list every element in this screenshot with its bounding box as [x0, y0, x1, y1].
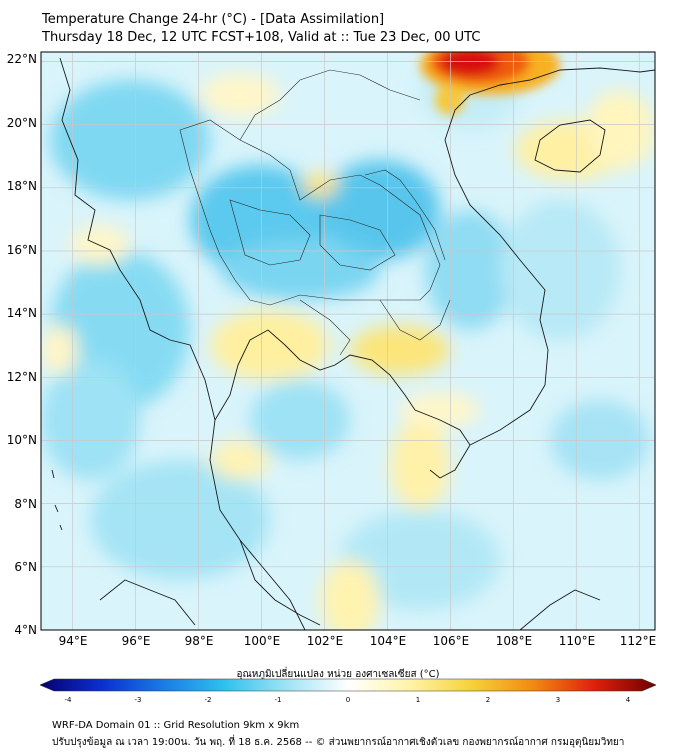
lon-label: 94°E — [59, 634, 88, 648]
footer-model-info: WRF-DA Domain 01 :: Grid Resolution 9km … — [52, 720, 300, 731]
colorbar-tick-label: 2 — [486, 696, 490, 704]
map-frame — [40, 51, 656, 631]
map-title: Temperature Change 24-hr (°C) - [Data As… — [42, 12, 385, 27]
lat-label: 16°N — [7, 243, 37, 257]
lon-label: 104°E — [370, 634, 407, 648]
colorbar-bar — [40, 678, 656, 692]
colorbar-tick-label: 1 — [416, 696, 420, 704]
province-borders — [179, 69, 451, 356]
lon-label: 110°E — [559, 634, 596, 648]
lon-label: 102°E — [307, 634, 344, 648]
coastlines — [51, 57, 655, 630]
colorbar-label: อุณหภูมิเปลี่ยนแปลง หน่วย องศาเซลเซียส (… — [236, 669, 440, 680]
footer-credit: ปรับปรุงข้อมูล ณ เวลา 19:00น. วัน พฤ. ที… — [52, 737, 625, 748]
colorbar-tick-label: -1 — [275, 696, 282, 704]
lat-label: 4°N — [14, 623, 37, 637]
lat-label: 12°N — [7, 370, 37, 384]
lat-label: 18°N — [7, 179, 37, 193]
lon-label: 108°E — [496, 634, 533, 648]
colorbar-ticks: -4 -3 -2 -1 0 1 2 3 4 — [65, 696, 631, 704]
latitude-labels: 22°N 20°N 18°N 16°N 14°N 12°N 10°N 8°N 6… — [7, 52, 37, 637]
lat-label: 6°N — [14, 560, 37, 574]
colorbar-tick-label: -4 — [65, 696, 73, 704]
temperature-field — [41, 52, 655, 630]
lon-label: 112°E — [620, 634, 657, 648]
colorbar: -4 -3 -2 -1 0 1 2 3 4 — [40, 678, 656, 704]
map-subtitle: Thursday 18 Dec, 12 UTC FCST+108, Valid … — [42, 30, 481, 45]
lat-label: 10°N — [7, 433, 37, 447]
lat-label: 8°N — [14, 497, 37, 511]
temperature-change-map: 22°N 20°N 18°N 16°N 14°N 12°N 10°N 8°N 6… — [7, 51, 657, 648]
lon-label: 100°E — [244, 634, 281, 648]
colorbar-tick-label: -2 — [205, 696, 212, 704]
lon-label: 98°E — [185, 634, 214, 648]
lat-label: 20°N — [7, 116, 37, 130]
lat-label: 14°N — [7, 306, 37, 320]
lon-label: 96°E — [122, 634, 151, 648]
longitude-labels: 94°E 96°E 98°E 100°E 102°E 104°E 106°E 1… — [59, 634, 657, 648]
colorbar-tick-label: 0 — [346, 696, 350, 704]
colorbar-tick-label: 3 — [556, 696, 560, 704]
lat-label: 22°N — [7, 52, 37, 66]
lon-label: 106°E — [433, 634, 470, 648]
colorbar-tick-label: -3 — [135, 696, 142, 704]
colorbar-tick-label: 4 — [626, 696, 631, 704]
